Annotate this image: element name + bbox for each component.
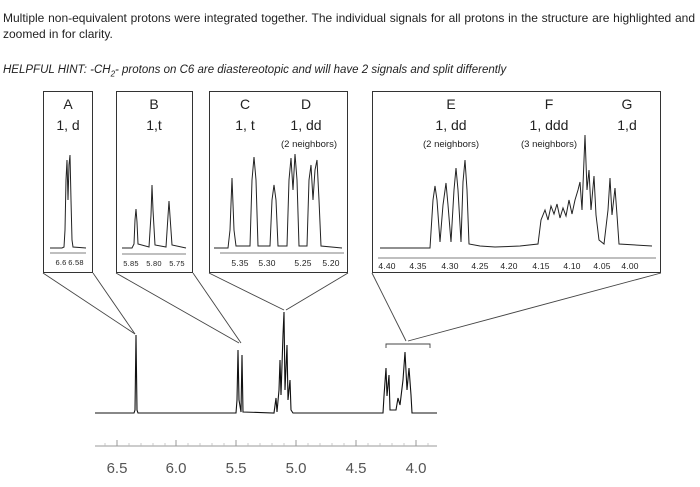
panel-d-mult: 1, dd bbox=[290, 117, 322, 133]
main-axis bbox=[95, 440, 437, 447]
panel-g-mult: 1,d bbox=[617, 117, 637, 133]
main-spectrum bbox=[95, 311, 437, 414]
hint-suffix: - protons on C6 are diastereotopic and w… bbox=[115, 64, 507, 76]
panel-efg-tick: 4.10 bbox=[563, 261, 581, 271]
hint-subscript: 2 bbox=[110, 69, 116, 79]
main-axis-tick: 6.5 bbox=[106, 460, 128, 477]
panel-efg-tick: 4.15 bbox=[532, 261, 550, 271]
panel-b-tick: 5.80 bbox=[146, 259, 162, 268]
panel-f-letter: F bbox=[544, 96, 554, 112]
panel-a-tick: 6.6 bbox=[55, 258, 67, 267]
panel-a-spectrum bbox=[50, 154, 87, 249]
main-axis-tick: 6.0 bbox=[165, 460, 187, 477]
panel-f-note: (3 neighbors) bbox=[521, 139, 577, 150]
intro-text: Multiple non-equivalent protons were int… bbox=[3, 11, 695, 41]
panel-efg-tick: 4.20 bbox=[500, 261, 518, 271]
panel-c-mult: 1, t bbox=[235, 117, 255, 133]
main-axis-tick: 5.0 bbox=[285, 460, 307, 477]
panel-efg-box bbox=[372, 91, 661, 273]
main-axis-tick: 4.0 bbox=[405, 460, 427, 477]
helpful-hint: HELPFUL HINT: -CH2- protons on C6 are di… bbox=[3, 64, 695, 78]
panel-efg-tick: 4.30 bbox=[441, 261, 459, 271]
panel-a-tick: 6.58 bbox=[68, 258, 84, 267]
panel-d-letter: D bbox=[300, 96, 312, 112]
panel-b-tick: 5.75 bbox=[169, 259, 185, 268]
panel-a-mult: 1, d bbox=[56, 117, 80, 133]
panel-cd-tick: 5.30 bbox=[258, 258, 276, 268]
main-axis-tick: 4.5 bbox=[345, 460, 367, 477]
hint-prefix: HELPFUL HINT: -CH bbox=[3, 64, 111, 76]
panel-a-letter: A bbox=[63, 96, 73, 112]
panel-efg-tick: 4.00 bbox=[621, 261, 639, 271]
panel-efg-tick: 4.25 bbox=[471, 261, 489, 271]
panel-f-mult: 1, ddd bbox=[529, 117, 569, 133]
panel-b-spectrum bbox=[122, 184, 187, 249]
panel-cd-spectrum bbox=[214, 153, 343, 249]
panel-efg-tick: 4.05 bbox=[593, 261, 611, 271]
panel-c-letter: C bbox=[239, 96, 251, 112]
main-axis-tick: 5.5 bbox=[225, 460, 247, 477]
panel-b-mult: 1,t bbox=[146, 117, 162, 133]
panel-efg-spectrum bbox=[380, 134, 653, 249]
panel-efg-tick: 4.35 bbox=[409, 261, 427, 271]
panel-g-letter: G bbox=[621, 96, 633, 112]
panel-cd-tick: 5.20 bbox=[322, 258, 340, 268]
panel-b-letter: B bbox=[149, 96, 159, 112]
panel-e-letter: E bbox=[446, 96, 456, 112]
panel-d-note: (2 neighbors) bbox=[281, 139, 337, 150]
panel-efg-tick: 4.40 bbox=[378, 261, 396, 271]
panel-e-mult: 1, dd bbox=[435, 117, 467, 133]
panel-b-tick: 5.85 bbox=[123, 259, 139, 268]
panel-cd-tick: 5.25 bbox=[294, 258, 312, 268]
panel-cd-tick: 5.35 bbox=[231, 258, 249, 268]
panel-e-note: (2 neighbors) bbox=[423, 139, 479, 150]
zoom-connectors bbox=[42, 272, 662, 344]
